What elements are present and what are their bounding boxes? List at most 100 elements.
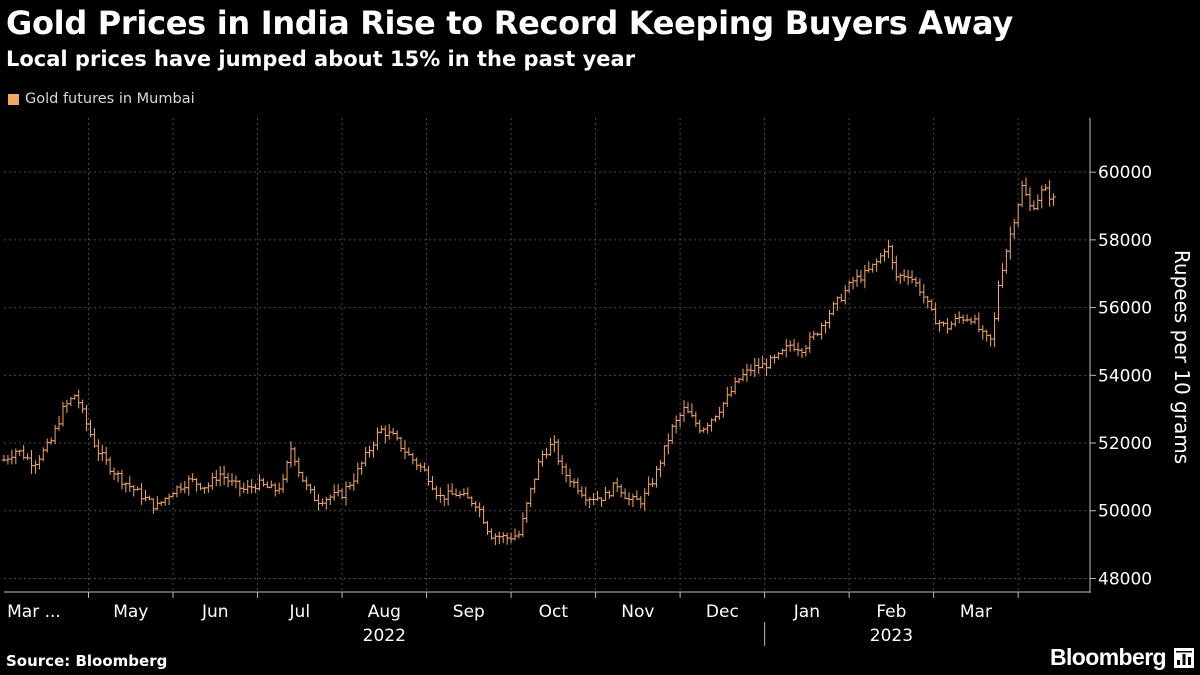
brand: Bloomberg xyxy=(1050,644,1194,671)
ohlc-bar xyxy=(657,460,663,478)
ohlc-bar xyxy=(319,498,325,507)
y-tick-label: 54000 xyxy=(1098,366,1152,386)
ohlc-bar xyxy=(520,512,526,537)
ohlc-bar xyxy=(889,244,895,270)
ohlc-bar xyxy=(268,480,274,489)
ohlc-bar xyxy=(720,401,726,418)
ohlc-bar xyxy=(103,447,109,465)
ohlc-bar xyxy=(40,447,46,462)
ohlc-bar xyxy=(1011,218,1017,239)
ohlc-bar xyxy=(347,481,353,490)
ohlc-bar xyxy=(461,488,467,497)
ohlc-bar xyxy=(992,312,998,347)
ohlc-bar xyxy=(673,415,679,434)
brand-name: Bloomberg xyxy=(1050,644,1167,670)
ohlc-bar xyxy=(960,314,966,324)
ohlc-bar xyxy=(213,469,219,487)
ohlc-bar xyxy=(209,472,215,490)
ohlc-bar xyxy=(398,436,404,452)
bloomberg-terminal-icon xyxy=(1174,647,1194,668)
ohlc-bar xyxy=(901,269,907,282)
ohlc-bar xyxy=(913,276,919,288)
y-tick-label: 60000 xyxy=(1098,163,1152,183)
y-axis-title: Rupees per 10 grams xyxy=(1170,250,1194,464)
ohlc-bar xyxy=(732,376,738,395)
ohlc-bar xyxy=(988,334,994,347)
x-tick-label: Oct xyxy=(539,602,569,622)
ohlc-bar xyxy=(937,319,943,332)
ohlc-bar xyxy=(512,528,518,541)
ohlc-bar xyxy=(170,491,176,498)
ohlc-bar xyxy=(276,482,282,494)
ohlc-bar xyxy=(752,357,758,377)
ohlc-bar xyxy=(1047,180,1053,207)
ohlc-bar xyxy=(532,478,538,493)
ohlc-bar xyxy=(944,317,950,334)
ohlc-bar xyxy=(229,473,235,487)
ohlc-bar xyxy=(952,313,958,327)
ohlc-bar xyxy=(32,460,38,474)
ohlc-bar xyxy=(1003,249,1009,274)
chart-subtitle: Local prices have jumped about 15% in th… xyxy=(6,47,636,71)
ohlc-bar xyxy=(921,284,927,304)
ohlc-bar xyxy=(135,486,141,491)
ohlc-bar xyxy=(166,493,172,506)
ohlc-bar xyxy=(249,479,255,494)
ohlc-bar xyxy=(374,427,380,450)
ohlc-bar xyxy=(508,532,514,543)
ohlc-bar xyxy=(968,317,974,325)
ohlc-bar xyxy=(996,280,1002,322)
ohlc-bar xyxy=(948,321,954,330)
x-tick-label: Mar xyxy=(960,602,992,622)
ohlc-bar xyxy=(693,411,699,427)
x-tick-label: Feb xyxy=(876,602,906,622)
ohlc-bar xyxy=(551,435,557,453)
ohlc-bar xyxy=(363,447,369,467)
ohlc-bar xyxy=(72,394,78,400)
ohlc-bar xyxy=(504,532,510,545)
ohlc-bar xyxy=(292,446,298,466)
x-year-label: 2022 xyxy=(363,626,406,646)
ohlc-bar xyxy=(382,425,388,444)
ohlc-bar xyxy=(787,340,793,352)
y-tick-label: 48000 xyxy=(1098,569,1152,589)
ohlc-bar xyxy=(783,338,789,358)
ohlc-bar xyxy=(563,463,569,483)
ohlc-bar xyxy=(547,437,553,456)
x-tick-label: Nov xyxy=(621,602,654,622)
ohlc-bar xyxy=(571,478,577,488)
ohlc-bar xyxy=(940,321,946,327)
ohlc-bar xyxy=(481,505,487,525)
ohlc-bar xyxy=(1015,203,1021,228)
ohlc-bar xyxy=(402,440,408,460)
ohlc-bar xyxy=(999,262,1005,288)
ohlc-bar xyxy=(119,470,125,490)
x-tick-label: Jan xyxy=(793,602,820,622)
ohlc-bar xyxy=(642,488,648,511)
ohlc-bar xyxy=(650,477,656,488)
ohlc-bar xyxy=(469,496,475,507)
ohlc-bar xyxy=(433,485,439,500)
ohlc-bar xyxy=(394,430,400,441)
ohlc-bar xyxy=(150,498,156,514)
ohlc-bar xyxy=(681,400,687,422)
legend-label: Gold futures in Mumbai xyxy=(25,91,195,107)
y-tick-label: 58000 xyxy=(1098,231,1152,251)
ohlc-bar xyxy=(866,261,872,273)
ohlc-bar xyxy=(1,454,7,462)
ohlc-bar xyxy=(131,484,137,497)
ohlc-bar xyxy=(5,454,11,465)
legend-swatch xyxy=(8,93,19,105)
ohlc-bar xyxy=(850,276,856,290)
ohlc-bar xyxy=(528,487,534,508)
ohlc-bar xyxy=(705,422,711,434)
x-tick-label: Jun xyxy=(201,602,229,622)
ohlc-bar xyxy=(217,466,223,487)
ohlc-bar xyxy=(567,468,573,487)
ohlc-bar xyxy=(756,358,762,374)
x-tick-label: Aug xyxy=(368,602,401,622)
ohlc-bar xyxy=(445,483,451,506)
ohlc-bar xyxy=(878,252,884,264)
ohlc-bar xyxy=(854,269,860,287)
